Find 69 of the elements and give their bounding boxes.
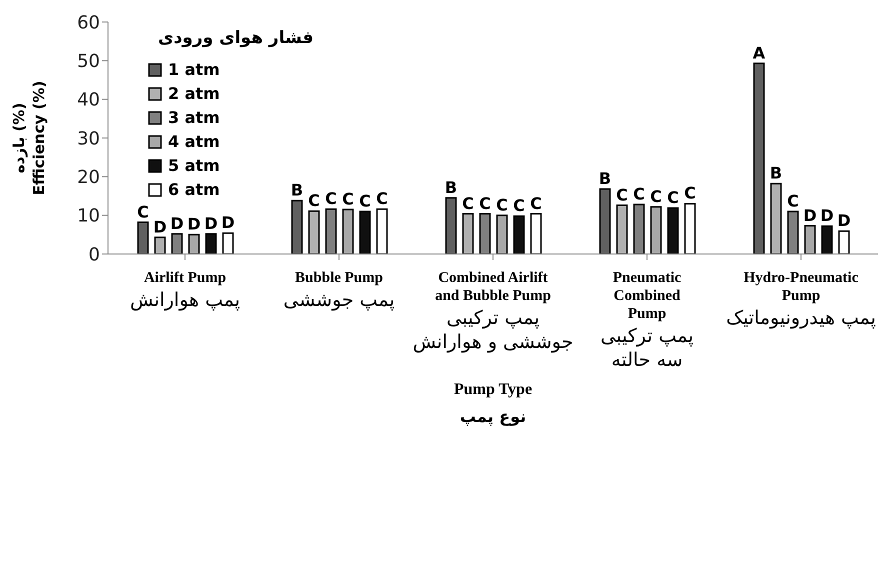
data-label: C	[479, 194, 491, 213]
legend-label: 5 atm	[168, 155, 220, 177]
bar	[462, 213, 474, 254]
data-label: C	[667, 188, 679, 207]
data-label: B	[444, 178, 458, 197]
bar	[376, 208, 388, 254]
data-label: C	[462, 194, 474, 213]
bar	[616, 204, 628, 254]
bar	[137, 222, 149, 254]
bar	[154, 236, 166, 254]
y-tick-label: 40	[77, 90, 100, 111]
data-label: A	[752, 43, 766, 62]
data-label: D	[837, 211, 851, 230]
bar	[599, 188, 611, 254]
y-tick-label: 20	[77, 167, 100, 188]
data-label: C	[650, 186, 662, 206]
data-label: D	[153, 217, 167, 236]
data-label: C	[496, 195, 508, 214]
data-label: D	[221, 213, 235, 232]
bar	[770, 182, 782, 254]
bar	[513, 215, 525, 254]
bar	[222, 232, 234, 254]
legend-label: 4 atm	[168, 131, 220, 153]
data-label: C	[342, 190, 354, 209]
data-label: C	[616, 185, 628, 204]
bar	[684, 202, 696, 254]
bar	[650, 206, 662, 254]
bar	[804, 225, 816, 254]
data-label: D	[204, 214, 218, 233]
data-label: B	[770, 164, 782, 183]
legend-label: 3 atm	[168, 107, 220, 129]
y-tick-label: 10	[77, 206, 100, 227]
legend-label: 1 atm	[168, 59, 220, 81]
y-tick-label: 50	[77, 51, 100, 72]
bar	[821, 225, 833, 254]
data-label: C	[513, 196, 525, 216]
bar	[291, 200, 303, 254]
data-label: C	[684, 184, 696, 203]
bar	[308, 210, 320, 254]
bar	[445, 197, 457, 254]
data-label: D	[803, 206, 817, 225]
bar	[838, 230, 850, 254]
data-label: D	[187, 214, 201, 234]
bar	[205, 233, 217, 254]
data-label: B	[598, 169, 612, 188]
data-label: C	[530, 194, 542, 213]
data-label: C	[359, 191, 371, 210]
bar	[753, 62, 765, 254]
data-label: C	[137, 202, 149, 222]
data-label: D	[820, 206, 834, 226]
bar	[188, 234, 200, 254]
legend-label: 6 atm	[168, 179, 220, 201]
data-label: C	[633, 184, 645, 204]
y-tick-label: 0	[88, 244, 100, 266]
bar	[496, 214, 508, 254]
data-label: C	[787, 191, 799, 210]
data-label: D	[170, 214, 184, 233]
data-label: C	[325, 189, 337, 208]
y-tick-label: 30	[77, 128, 100, 150]
bar	[342, 208, 354, 254]
data-label: C	[376, 189, 388, 208]
legend-title: فشار هوای ورودی	[158, 28, 314, 48]
bar	[667, 207, 679, 254]
data-label: B	[290, 180, 304, 200]
bar	[530, 213, 542, 254]
legend-label: 2 atm	[168, 83, 220, 105]
y-tick-label: 60	[77, 12, 100, 34]
bar	[359, 210, 371, 254]
data-label: C	[308, 191, 320, 210]
